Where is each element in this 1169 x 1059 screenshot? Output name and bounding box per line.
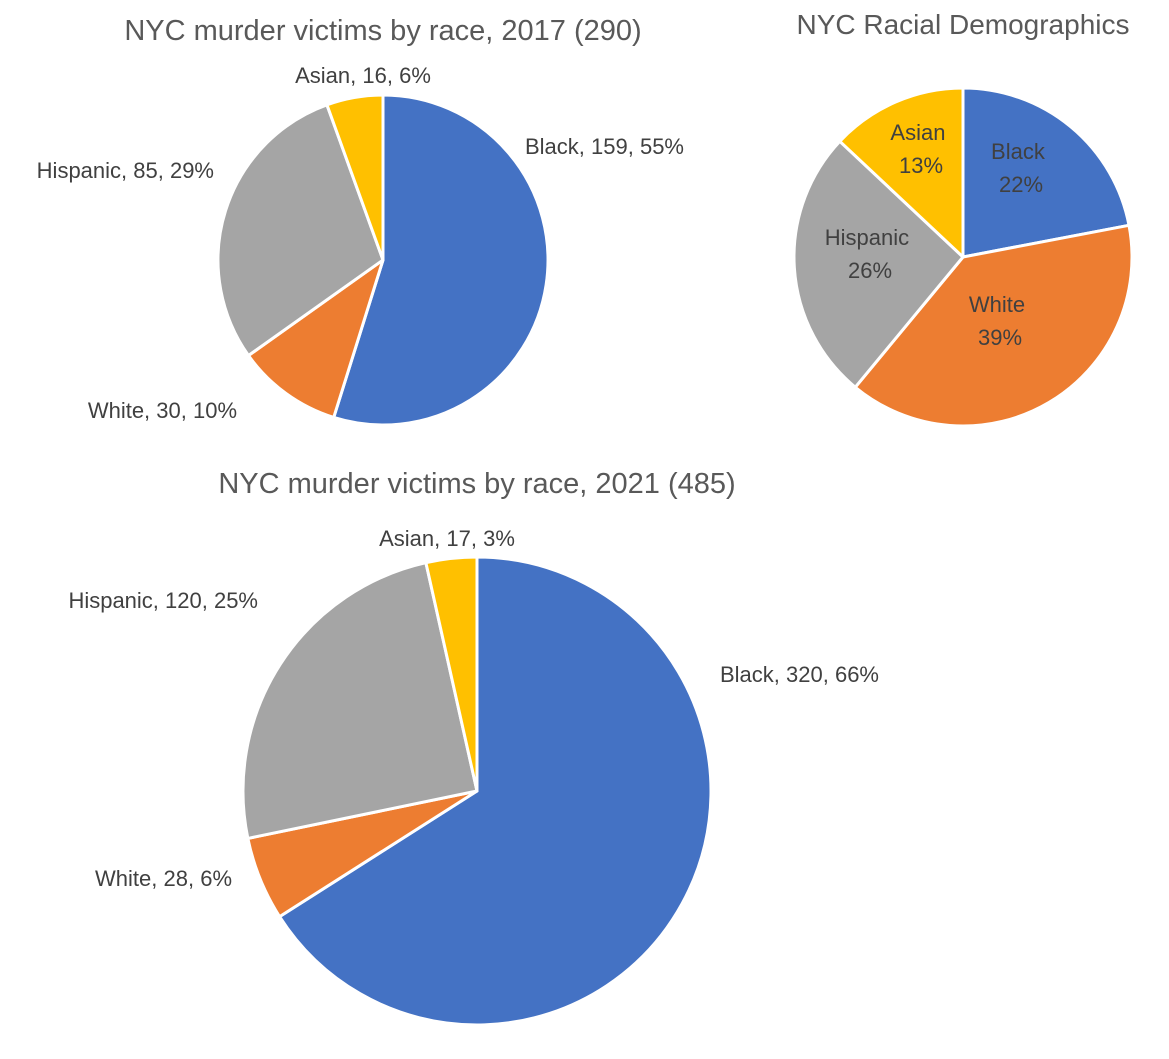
chart-title: NYC murder victims by race, 2021 (485) bbox=[218, 468, 735, 500]
data-label-white: White, 28, 6% bbox=[95, 866, 232, 891]
data-label-black-percent: 22% bbox=[999, 172, 1043, 197]
pie-slice-white bbox=[246, 258, 385, 419]
data-label-white: White 39% bbox=[969, 292, 1031, 350]
data-label-white-percent: 39% bbox=[978, 325, 1022, 350]
data-label-asian: Asian, 17, 3% bbox=[379, 526, 515, 551]
data-label-asian-category: Asian bbox=[890, 120, 945, 145]
data-label-white: White, 30, 10% bbox=[88, 398, 237, 423]
data-label-black: Black, 159, 55% bbox=[525, 134, 684, 159]
pie-chart-racial-demographics: NYC Racial Demographics Black 22% White … bbox=[792, 9, 1134, 428]
pie-slice-white bbox=[853, 223, 1134, 428]
pie-slice-asian bbox=[838, 86, 965, 259]
pie-slice-asian bbox=[325, 93, 385, 262]
data-label-hispanic: Hispanic, 120, 25% bbox=[68, 588, 258, 613]
pie-slice-black bbox=[961, 86, 1131, 259]
data-label-black-category: Black bbox=[991, 139, 1046, 164]
pie-slice-hispanic bbox=[792, 139, 965, 389]
chart-title: NYC murder victims by race, 2017 (290) bbox=[124, 15, 641, 47]
chart-title: NYC Racial Demographics bbox=[796, 9, 1129, 40]
data-label-white-category: White bbox=[969, 292, 1025, 317]
data-label-asian: Asian, 16, 6% bbox=[295, 63, 431, 88]
data-label-asian-percent: 13% bbox=[899, 153, 943, 178]
pie-slice-black bbox=[332, 93, 550, 427]
data-label-hispanic-percent: 26% bbox=[848, 258, 892, 283]
pie-chart-2017-victims: NYC murder victims by race, 2017 (290) B… bbox=[37, 15, 684, 427]
pie-slice-black bbox=[278, 555, 713, 1027]
data-label-hispanic: Hispanic, 85, 29% bbox=[37, 158, 214, 183]
pie-slice-asian bbox=[424, 555, 479, 793]
data-label-black: Black, 320, 66% bbox=[720, 662, 879, 687]
data-label-asian: Asian 13% bbox=[890, 120, 951, 178]
pie-slice-hispanic bbox=[241, 561, 479, 840]
pie-slice-hispanic bbox=[216, 103, 385, 358]
data-label-hispanic: Hispanic 26% bbox=[825, 225, 916, 283]
data-label-hispanic-category: Hispanic bbox=[825, 225, 909, 250]
pie-chart-2021-victims: NYC murder victims by race, 2021 (485) B… bbox=[68, 468, 879, 1027]
data-label-black: Black 22% bbox=[991, 139, 1051, 197]
